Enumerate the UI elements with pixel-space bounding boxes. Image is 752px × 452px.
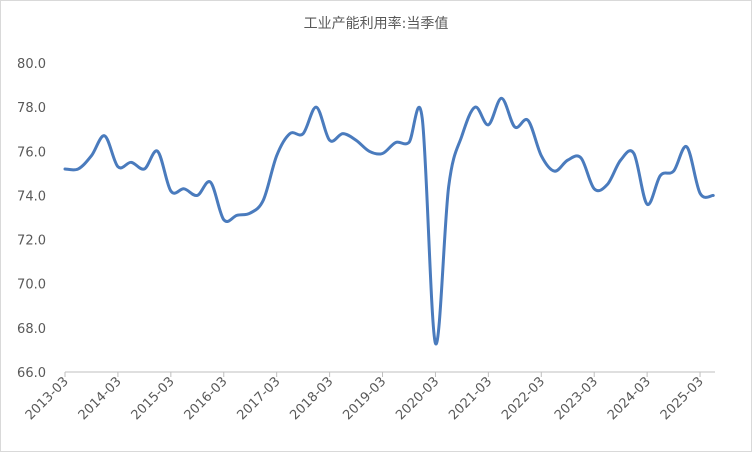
y-tick-label: 76.0 [17,145,46,160]
y-tick-label: 78.0 [17,101,46,116]
y-tick-label: 66.0 [17,366,46,381]
y-tick-label: 74.0 [17,189,46,204]
y-tick-label: 72.0 [17,234,46,249]
y-tick-label: 70.0 [17,278,46,293]
chart-title: 工业产能利用率:当季值 [304,15,449,32]
y-tick-label: 80.0 [17,57,46,72]
data-line [63,96,715,346]
y-tick-label: 68.0 [17,322,46,337]
